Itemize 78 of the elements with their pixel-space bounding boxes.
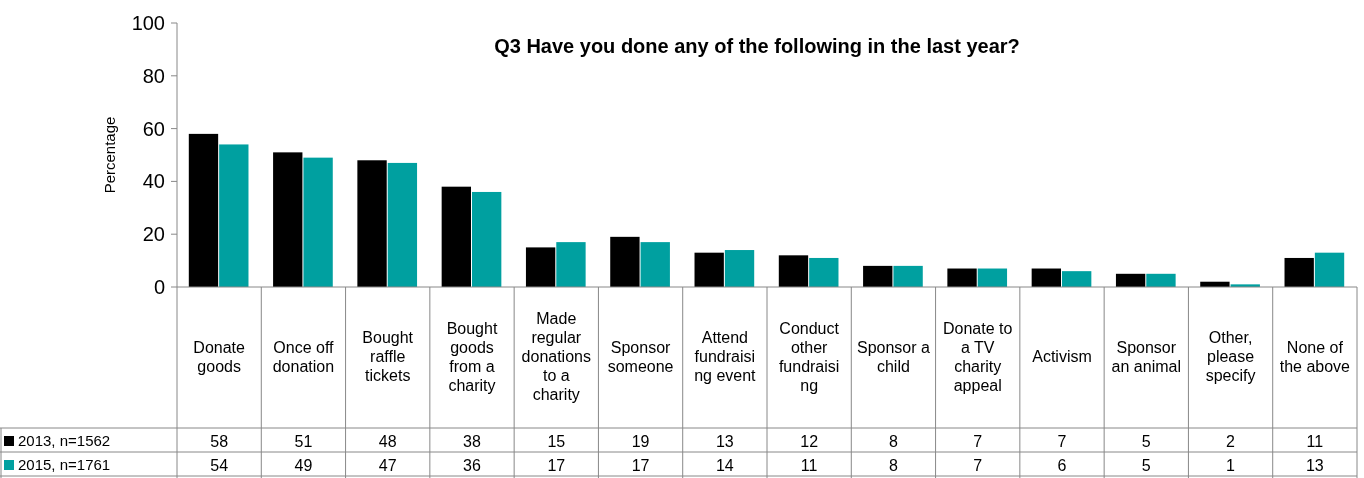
y-tick-label: 100 <box>131 12 165 34</box>
bar <box>1314 252 1345 287</box>
data-label: 8 <box>888 456 898 474</box>
x-tick-label: Made regular donations to a charity <box>521 310 591 403</box>
bar <box>1284 257 1314 287</box>
data-label: 47 <box>378 456 397 474</box>
x-tick-label: Other, please specify <box>1205 329 1256 384</box>
bar <box>947 268 977 287</box>
bar <box>863 265 893 287</box>
y-tick-label: 60 <box>142 117 165 140</box>
bar <box>188 133 219 287</box>
data-label: 54 <box>210 456 229 474</box>
x-tick-label: Donate goods <box>193 338 246 375</box>
data-label: 51 <box>294 432 313 450</box>
bar <box>778 255 809 287</box>
bar <box>724 250 755 287</box>
bar <box>219 144 249 287</box>
data-label: 6 <box>1057 456 1067 474</box>
data-label: 1 <box>1226 456 1236 474</box>
bar <box>1115 273 1146 287</box>
text: Q3 Have you done any of the following in the last year? <box>494 35 1020 57</box>
y-tick-label: 0 <box>153 276 165 298</box>
data-label: 17 <box>631 456 650 474</box>
data-label: 11 <box>1306 432 1324 450</box>
bar <box>1031 268 1061 287</box>
data-label: 14 <box>715 456 734 474</box>
data-label: 5 <box>1141 456 1151 474</box>
bar <box>893 265 923 287</box>
bar <box>809 257 839 287</box>
y-tick-label: 20 <box>142 223 165 246</box>
x-tick-label: Bought goods from a charity <box>446 319 498 394</box>
y-axis-title: Percentage <box>101 116 118 194</box>
bar <box>357 160 387 287</box>
x-tick-label: None of the above <box>1279 338 1351 375</box>
legend-label: 2015, n=1761 <box>18 456 111 474</box>
data-label: 13 <box>1305 456 1324 474</box>
data-label: 7 <box>973 456 983 474</box>
x-tick-label: Sponsor an animal <box>1111 338 1181 375</box>
data-label: 11 <box>800 456 818 474</box>
legend-label: 2013, n=1562 <box>18 432 111 450</box>
bar <box>556 242 586 287</box>
x-tick-label: Sponsor someone <box>607 338 674 375</box>
data-label: 38 <box>463 432 481 450</box>
data-label: 13 <box>715 432 734 450</box>
x-tick-label: Once off donation <box>272 338 335 375</box>
bar <box>303 157 333 287</box>
bar <box>694 252 724 287</box>
y-tick-label: 40 <box>142 170 165 193</box>
bar <box>441 186 471 287</box>
data-label: 15 <box>547 432 566 450</box>
bar <box>640 242 670 287</box>
data-label: 17 <box>547 456 566 474</box>
x-tick-label: Activism <box>1032 348 1092 365</box>
x-tick-label: Bought raffle tickets <box>362 329 414 384</box>
data-label: 5 <box>1141 432 1151 450</box>
bar <box>977 268 1008 287</box>
x-tick-label: Attend fundraising event <box>694 329 757 384</box>
data-label: 36 <box>463 456 481 474</box>
data-label: 49 <box>294 456 313 474</box>
bar <box>472 191 502 287</box>
x-tick-label: Conduct other fundraising <box>778 319 840 394</box>
data-label: 12 <box>800 432 819 450</box>
bar <box>525 247 556 287</box>
data-label: 7 <box>1057 432 1067 450</box>
data-label: 2 <box>1226 432 1236 450</box>
x-tick-label: Sponsor a child <box>856 338 930 375</box>
data-label: 8 <box>888 432 898 450</box>
bar <box>387 162 418 287</box>
bar <box>273 152 303 287</box>
data-label: 7 <box>973 432 983 450</box>
data-label: 48 <box>378 432 397 450</box>
bar <box>610 236 640 287</box>
bar <box>1146 273 1176 287</box>
data-label: 19 <box>631 432 650 450</box>
y-tick-label: 80 <box>142 64 165 87</box>
data-label: 58 <box>210 432 229 450</box>
x-tick-label: Donate to a TV charity appeal <box>943 319 1013 394</box>
bar <box>1062 271 1092 287</box>
